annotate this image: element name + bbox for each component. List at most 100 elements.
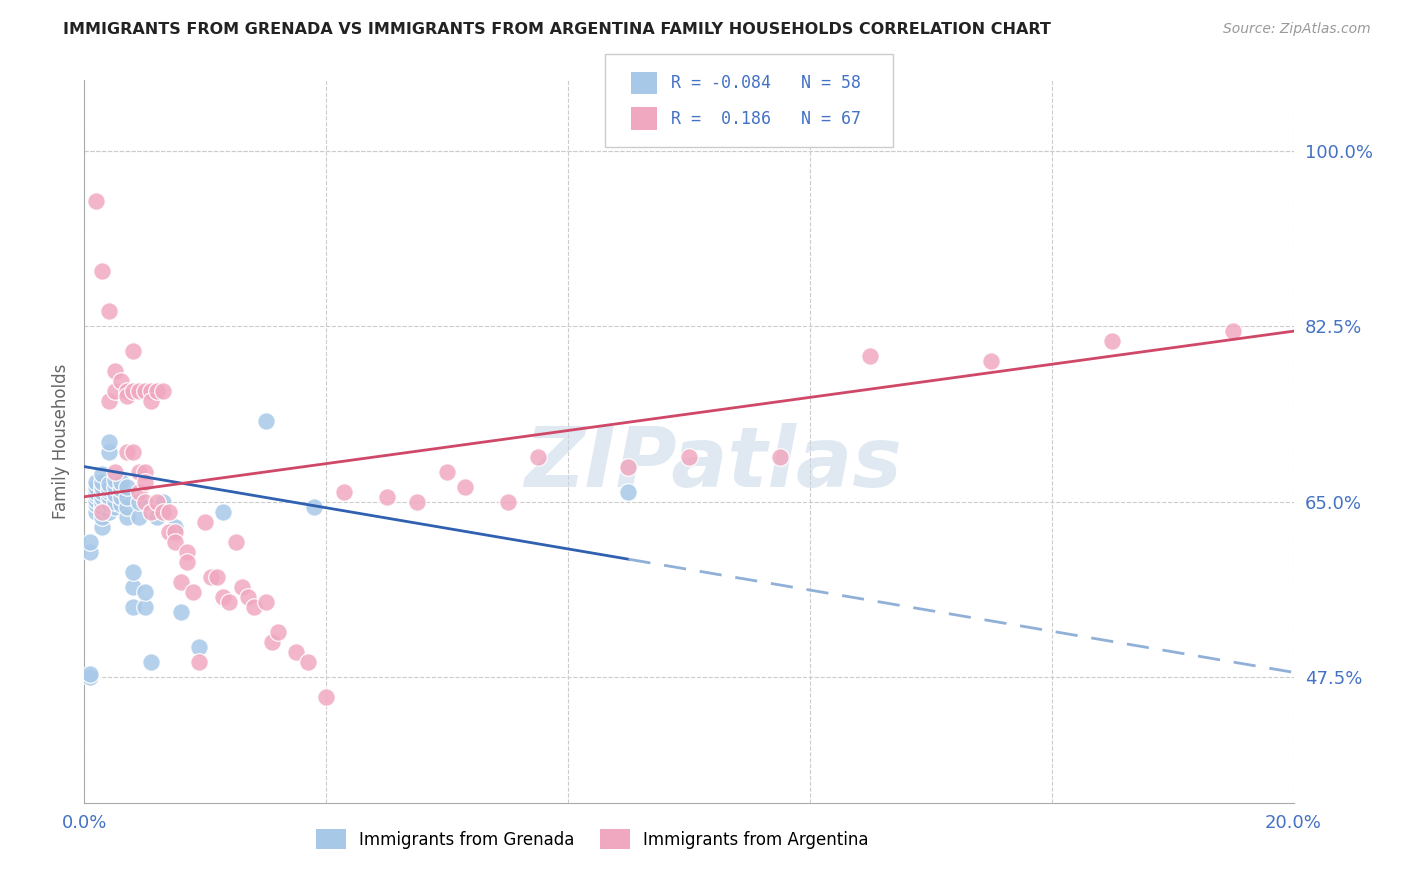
Point (146, 494, 169, 508)
Point (218, 595, 240, 609)
Point (86, 194, 108, 208)
Point (260, 635, 283, 649)
Point (267, 625, 290, 640)
Point (91, 500, 114, 514)
Point (97, 434, 120, 449)
Point (152, 505, 174, 519)
Point (496, 494, 519, 508)
Point (97, 444, 120, 458)
Point (436, 465, 458, 479)
Point (97, 482, 120, 496)
Text: R =  0.186   N = 67: R = 0.186 N = 67 (671, 110, 860, 128)
Point (134, 600, 156, 615)
Point (79, 545, 101, 559)
Point (79, 670, 101, 684)
Point (194, 515, 217, 529)
Point (242, 600, 264, 615)
Point (115, 509, 138, 524)
Y-axis label: Family Households: Family Households (52, 364, 70, 519)
Point (254, 595, 277, 609)
Point (146, 509, 169, 524)
Point (254, 414, 277, 429)
Point (91, 505, 114, 519)
Point (104, 364, 127, 378)
Point (333, 484, 356, 499)
Point (91, 467, 114, 481)
Point (375, 490, 398, 504)
Point (236, 590, 259, 604)
Point (527, 450, 550, 464)
Point (128, 484, 150, 499)
Point (165, 520, 187, 534)
Point (115, 500, 138, 514)
Point (115, 490, 138, 504)
Point (152, 494, 174, 508)
Point (134, 384, 156, 399)
Point (146, 384, 169, 399)
Point (128, 465, 150, 479)
Point (79, 535, 101, 549)
Point (406, 494, 429, 508)
Point (104, 480, 127, 494)
Point (91, 475, 114, 489)
Point (110, 482, 132, 496)
Point (157, 505, 180, 519)
Point (152, 384, 174, 399)
Point (176, 555, 198, 569)
Point (139, 505, 162, 519)
Point (91, 480, 114, 494)
Point (97, 490, 120, 504)
Point (128, 509, 150, 524)
Point (170, 605, 193, 619)
Point (97, 394, 120, 409)
Point (231, 580, 253, 594)
Point (128, 494, 150, 508)
Point (110, 375, 132, 389)
Point (1222, 324, 1244, 338)
Point (97, 484, 120, 499)
Point (86, 488, 108, 502)
Point (115, 389, 138, 403)
Point (617, 484, 640, 499)
Point (91, 490, 114, 504)
Point (225, 535, 247, 549)
Point (79, 667, 101, 681)
Point (769, 450, 792, 464)
Point (121, 384, 143, 399)
Point (134, 494, 156, 508)
Point (139, 655, 162, 669)
Point (91, 520, 114, 534)
Point (86, 505, 108, 519)
Point (176, 545, 198, 559)
Text: R = -0.084   N = 58: R = -0.084 N = 58 (671, 74, 860, 92)
Point (200, 570, 222, 584)
Point (104, 487, 127, 501)
Point (980, 354, 1002, 368)
Point (115, 480, 138, 494)
Point (859, 349, 882, 363)
Point (212, 505, 235, 519)
Point (121, 565, 143, 579)
Text: IMMIGRANTS FROM GRENADA VS IMMIGRANTS FROM ARGENTINA FAMILY HOUSEHOLDS CORRELATI: IMMIGRANTS FROM GRENADA VS IMMIGRANTS FR… (63, 22, 1052, 37)
Point (170, 575, 193, 590)
Point (91, 509, 114, 524)
Point (86, 492, 108, 507)
Point (121, 344, 143, 359)
Point (121, 444, 143, 458)
Point (165, 535, 187, 549)
Point (104, 465, 127, 479)
Text: ZIPatlas: ZIPatlas (524, 423, 903, 504)
Point (157, 524, 180, 539)
Point (617, 459, 640, 474)
Point (139, 394, 162, 409)
Point (188, 655, 211, 669)
Point (121, 580, 143, 594)
Point (121, 600, 143, 615)
Point (104, 473, 127, 487)
Point (91, 494, 114, 508)
Point (86, 484, 108, 499)
Point (104, 500, 127, 514)
Point (212, 590, 235, 604)
Point (128, 384, 150, 399)
Point (86, 480, 108, 494)
